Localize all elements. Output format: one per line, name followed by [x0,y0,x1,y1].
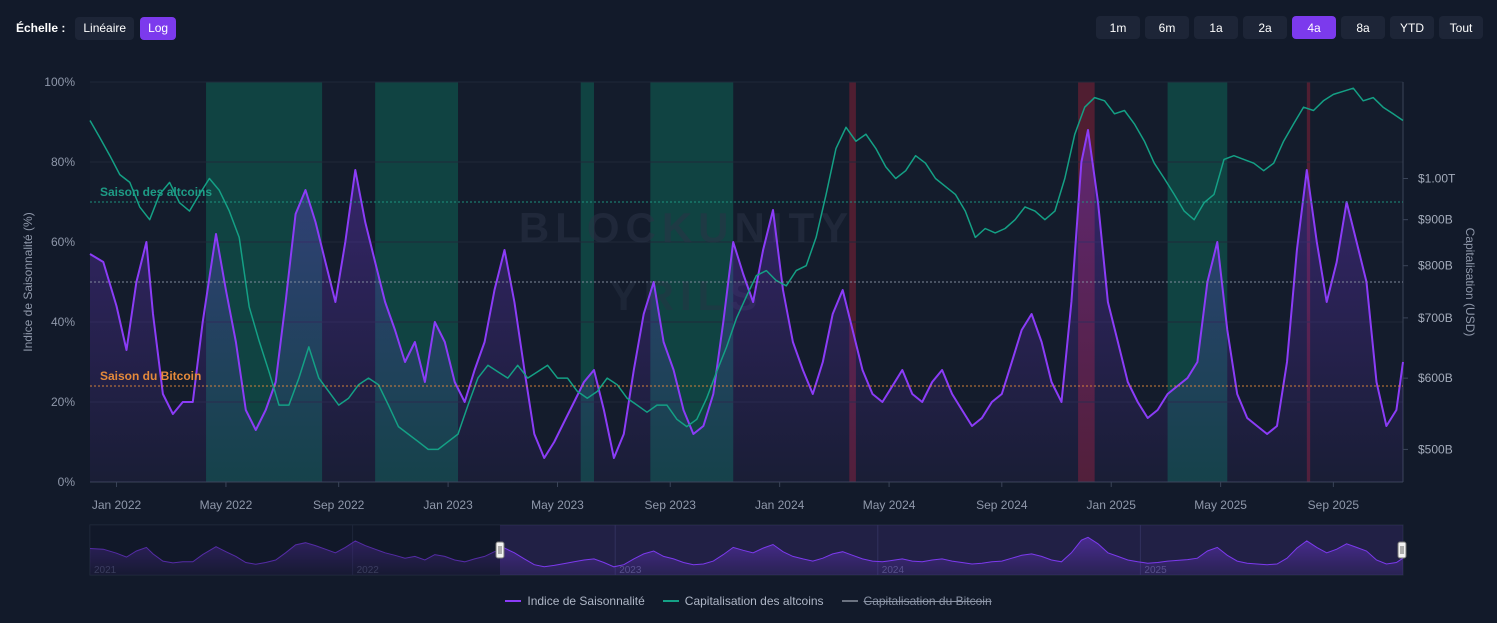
watermark: BLOCKUNITY [519,204,854,251]
scale-label: Échelle : [16,21,66,35]
x-tick-label: Sep 2023 [645,498,697,512]
season-index-line [89,129,1404,459]
x-tick-label: Sep 2024 [976,498,1028,512]
y-left-axis-title: Indice de Saisonnalité (%) [21,212,35,351]
altcoin-cap-line [89,87,1404,451]
range-1a-button[interactable]: 1a [1194,16,1238,39]
legend-label: Indice de Saisonnalité [527,594,645,608]
x-tick-label: May 2023 [531,498,584,512]
scale-log-button[interactable]: Log [140,16,177,40]
bitcoin-season-band [849,82,856,482]
range-6m-button[interactable]: 6m [1145,16,1189,39]
y-right-axis-title: Capitalisation (USD) [1463,228,1477,337]
x-tick-label: Jan 2024 [755,498,805,512]
range-1m-button[interactable]: 1m [1096,16,1140,39]
bitcoin-cap-swatch [841,600,858,602]
scale-linear-button[interactable]: Linéaire [75,16,135,40]
x-tick-label: Sep 2022 [313,498,365,512]
y-right-tick-label: $900B [1418,213,1453,227]
x-tick-label: May 2022 [200,498,253,512]
range-8a-button[interactable]: 8a [1341,16,1385,39]
range-2a-button[interactable]: 2a [1243,16,1287,39]
legend: Indice de Saisonnalité Capitalisation de… [0,594,1497,608]
y-right-tick-label: $700B [1418,311,1453,325]
navigator-right-handle[interactable] [1397,541,1407,559]
legend-label: Capitalisation des altcoins [684,594,824,608]
navigator-line [89,536,1404,568]
y-left-tick-label: 80% [51,155,75,169]
x-tick-label: Jan 2023 [423,498,473,512]
navigator-left-handle[interactable] [495,541,505,559]
legend-item-season-index[interactable]: Indice de Saisonnalité [505,594,645,608]
threshold-label: Saison du Bitcoin [100,369,201,383]
legend-item-bitcoin-cap[interactable]: Capitalisation du Bitcoin [841,594,992,608]
x-tick-label: Jan 2025 [1087,498,1137,512]
x-tick-label: Sep 2025 [1308,498,1360,512]
season-index-swatch [505,600,522,602]
y-left-tick-label: 0% [58,475,76,489]
x-tick-label: May 2024 [863,498,916,512]
y-left-tick-label: 100% [44,75,75,89]
y-left-tick-label: 40% [51,315,75,329]
x-tick-label: May 2025 [1194,498,1247,512]
legend-label: Capitalisation du Bitcoin [863,594,992,608]
navigator-selection [500,525,1403,575]
scale-toolbar: Échelle : Linéaire Log [16,16,177,40]
range-selector: 1m 6m 1a 2a 4a 8a YTD Tout [1096,16,1483,39]
seasonality-chart[interactable]: 0% 20% 40% 60% 80% 100% Jan 2022 May 2022 Sep 20… [0,60,1497,590]
range-4a-button[interactable]: 4a [1292,16,1336,39]
y-right-tick-label: $1.00T [1418,171,1456,185]
y-left-tick-label: 60% [51,235,75,249]
legend-item-altcoin-cap[interactable]: Capitalisation des altcoins [662,594,824,608]
navigator-mask [90,525,500,575]
y-left-tick-label: 20% [51,395,75,409]
navigator-area [90,537,1403,575]
x-tick-label: Jan 2022 [92,498,142,512]
y-right-tick-label: $500B [1418,442,1453,456]
range-all-button[interactable]: Tout [1439,16,1483,39]
y-right-tick-label: $800B [1418,259,1453,273]
y-right-tick-label: $600B [1418,371,1453,385]
altcoin-cap-swatch [662,600,679,602]
range-ytd-button[interactable]: YTD [1390,16,1434,39]
season-index-area [90,130,1403,482]
threshold-label: Saison des altcoins [100,185,212,199]
